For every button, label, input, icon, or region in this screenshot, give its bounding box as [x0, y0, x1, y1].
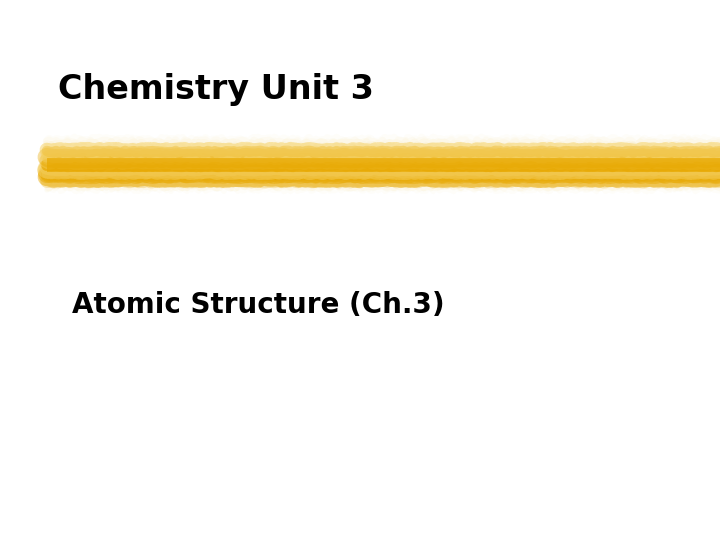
Text: Chemistry Unit 3: Chemistry Unit 3: [58, 73, 374, 106]
Text: Atomic Structure (Ch.3): Atomic Structure (Ch.3): [72, 291, 445, 319]
